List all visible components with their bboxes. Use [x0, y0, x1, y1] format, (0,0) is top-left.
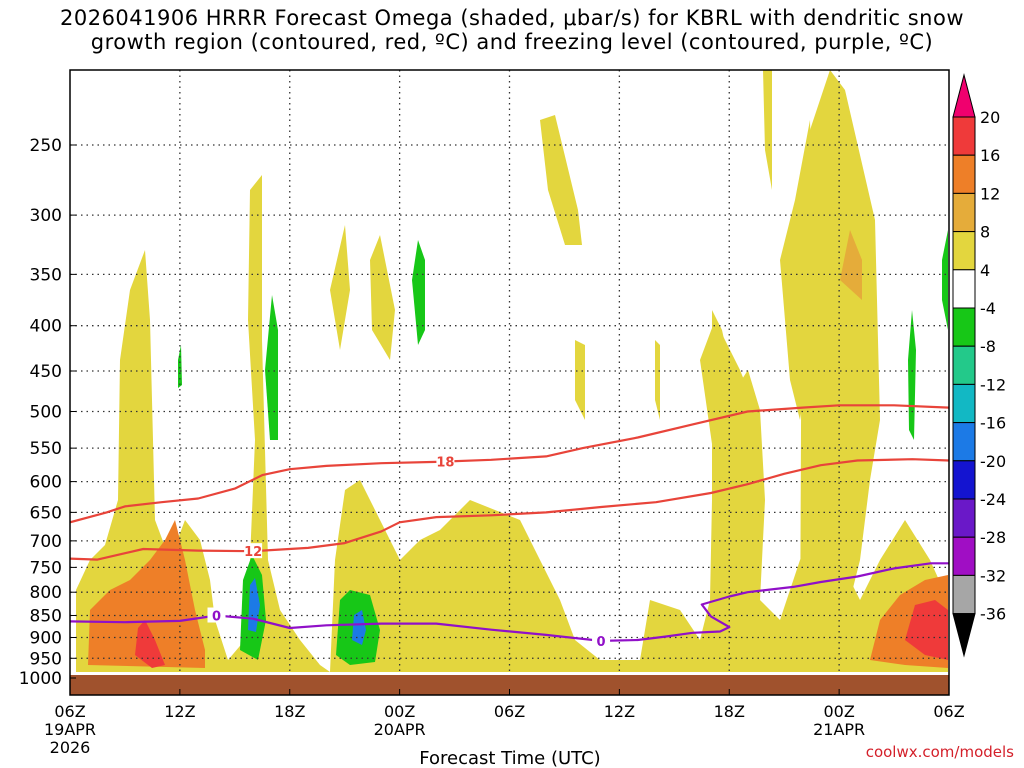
x-tick-label-0: 06Z	[54, 702, 85, 721]
omega-field-yellow-mid	[330, 310, 948, 672]
chart-title: 2026041906 HRRR Forecast Omega (shaded, …	[0, 6, 1024, 54]
colorbar-label-3: 8	[980, 223, 990, 242]
y-tick-label-750: 750	[30, 558, 62, 578]
contour-label-bg-0	[436, 453, 455, 469]
y-tick-label-850: 850	[30, 607, 62, 627]
colorbar: 20 16 12 8 4 -4 -8 -12 -16 -20 -24 -28 -32 -36	[952, 73, 1006, 658]
contour-label-0: 18	[436, 456, 454, 471]
omega-field-orange-upper-right	[840, 230, 862, 300]
colorbar-top-triangle	[952, 73, 976, 118]
x-axis-title: Forecast Time (UTC)	[419, 748, 600, 768]
y-tick-label-700: 700	[30, 532, 62, 552]
omega-field-green-cell-c	[412, 240, 425, 345]
colorbar-label-0: 20	[980, 108, 1000, 127]
y-tick-label-950: 950	[30, 649, 62, 669]
omega-field-yellow-lowlevel	[76, 175, 330, 672]
contours	[70, 404, 949, 642]
contour-line-m12	[70, 458, 949, 561]
colorbar-segment-4	[952, 231, 976, 271]
colorbar-segment-5	[952, 269, 976, 309]
colorbar-label-13: -36	[980, 605, 1006, 624]
contour-label-3: 0	[597, 635, 606, 650]
x-tick-label-1: 12Z	[164, 702, 195, 721]
colorbar-label-4: 4	[980, 261, 990, 280]
y-tick-label-800: 800	[30, 583, 62, 603]
colorbar-segment-8	[952, 383, 976, 424]
x-tick-date-3: 20APR	[374, 720, 426, 739]
title-line-2: growth region (contoured, red, ºC) and f…	[90, 30, 934, 54]
credit-text: coolwx.com/models	[866, 743, 1014, 761]
contour-label-1: 12	[244, 545, 262, 560]
contour-label-2: 0	[212, 610, 221, 625]
omega-field-blue-cell-b	[352, 610, 366, 645]
colorbar-segment-6	[952, 307, 976, 347]
omega-field-red-right	[905, 600, 948, 660]
x-tick-label-5: 12Z	[604, 702, 635, 721]
colorbar-segment-7	[952, 345, 976, 385]
y-axis: 2503003504004505005506006507007508008509…	[19, 136, 76, 689]
colorbar-label-7: -12	[980, 375, 1006, 394]
x-tick-label-7: 00Z	[823, 702, 854, 721]
colorbar-label-9: -20	[980, 452, 1006, 471]
colorbar-segment-11	[952, 498, 976, 538]
y-tick-label-650: 650	[30, 503, 62, 523]
y-tick-label-500: 500	[30, 403, 62, 423]
colorbar-label-2: 12	[980, 184, 1000, 203]
colorbar-label-11: -28	[980, 528, 1006, 547]
grid	[70, 70, 949, 695]
colorbar-segment-1	[952, 116, 976, 156]
x-tick-label-8: 06Z	[933, 702, 964, 721]
x-tick-label-3: 00Z	[384, 702, 415, 721]
colorbar-label-8: -16	[980, 414, 1006, 433]
omega-field-yellow-upper-left	[330, 70, 772, 420]
colorbar-segment-9	[952, 422, 976, 462]
x-tick-label-4: 06Z	[494, 702, 525, 721]
omega-field-yellow-right-column	[800, 70, 880, 660]
omega-field-yellow-upper-right	[700, 120, 815, 520]
y-tick-label-450: 450	[30, 362, 62, 382]
y-tick-label-1000: 1000	[19, 669, 62, 689]
x-tick-date-0: 19APR	[44, 720, 96, 739]
contour-line-m18	[70, 404, 949, 524]
omega-field-orange-left	[88, 520, 205, 668]
colorbar-label-12: -32	[980, 566, 1006, 585]
colorbar-segment-13	[952, 574, 976, 615]
contour-line-0	[70, 562, 949, 642]
x-tick-year-0: 2026	[50, 738, 91, 757]
y-tick-label-900: 900	[30, 628, 62, 648]
colorbar-label-10: -24	[980, 490, 1006, 509]
x-tick-label-6: 18Z	[714, 702, 745, 721]
colorbar-segment-3	[952, 192, 976, 233]
y-tick-label-350: 350	[30, 265, 62, 285]
y-tick-label-550: 550	[30, 439, 62, 459]
y-tick-label-300: 300	[30, 206, 62, 226]
colorbar-label-1: 16	[980, 146, 1000, 165]
y-tick-label-250: 250	[30, 136, 62, 156]
omega-shading	[76, 70, 948, 672]
y-tick-label-400: 400	[30, 317, 62, 337]
title-line-1: 2026041906 HRRR Forecast Omega (shaded, …	[59, 6, 964, 30]
colorbar-segment-2	[952, 154, 976, 194]
colorbar-segment-12	[952, 536, 976, 576]
contour-label-bg-1	[244, 543, 263, 559]
colorbar-label-5: -4	[980, 299, 996, 318]
colorbar-segment-10	[952, 460, 976, 500]
omega-field-red-left	[135, 620, 165, 668]
y-tick-label-600: 600	[30, 473, 62, 493]
colorbar-bottom-triangle	[952, 613, 976, 658]
x-tick-date-7: 21APR	[813, 720, 865, 739]
contour-label-bg-2	[207, 607, 226, 623]
contour-labels: 18 12 0 0	[207, 453, 611, 650]
omega-field-green-cell-d	[265, 295, 278, 440]
x-tick-label-2: 18Z	[274, 702, 305, 721]
contour-label-bg-3	[592, 632, 611, 648]
colorbar-label-6: -8	[980, 337, 996, 356]
